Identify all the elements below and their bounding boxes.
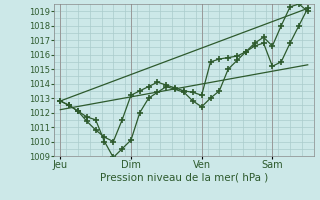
X-axis label: Pression niveau de la mer( hPa ): Pression niveau de la mer( hPa ) (100, 173, 268, 183)
